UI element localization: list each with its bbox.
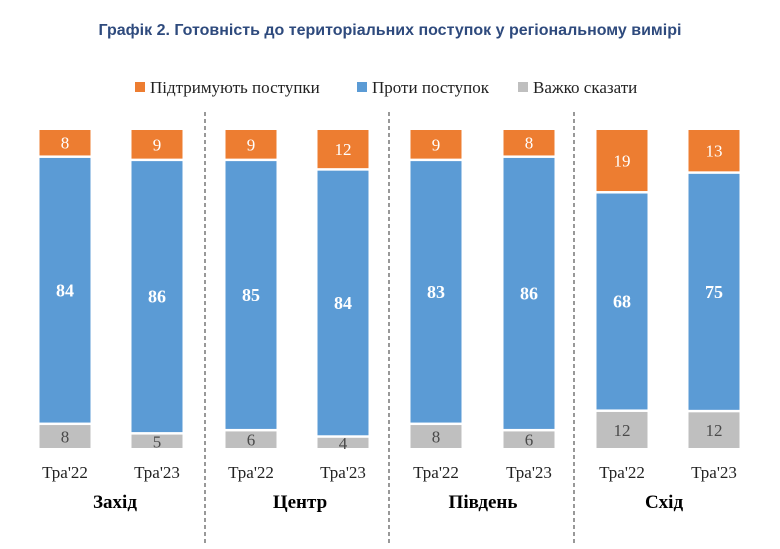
legend-label: Проти поступок: [372, 78, 490, 97]
data-label: 9: [247, 135, 256, 154]
bar-segment: [39, 425, 91, 448]
x-tick-label: Тра'23: [320, 463, 366, 482]
x-tick-label: Тра'22: [599, 463, 645, 482]
legend-swatch: [135, 82, 145, 92]
group-label: Південь: [449, 492, 518, 513]
bar-segment: [688, 173, 740, 410]
bar-segment: [596, 193, 648, 410]
x-tick-label: Тра'23: [691, 463, 737, 482]
bar-segment: [503, 130, 555, 156]
legend-swatch: [518, 82, 528, 92]
legend-item-1: Підтримують поступки: [135, 78, 320, 97]
bar-segment: [596, 411, 648, 448]
data-label: 4: [339, 434, 348, 453]
bar-segment: [225, 431, 277, 448]
bar-segment: [688, 412, 740, 448]
x-tick-label: Тра'23: [134, 463, 180, 482]
data-label: 12: [335, 140, 352, 159]
legend-label: Підтримують поступки: [150, 78, 320, 97]
bar-segment: [503, 431, 555, 448]
group-label: Захід: [93, 492, 137, 513]
x-tick-label: Тра'22: [228, 463, 274, 482]
bar-segment: [503, 157, 555, 429]
bar-segment: [688, 130, 740, 172]
data-label: 12: [614, 421, 631, 440]
legend-label: Важко сказати: [533, 78, 637, 97]
data-label: 84: [56, 280, 74, 300]
data-label: 8: [61, 428, 70, 447]
x-tick-label: Тра'23: [506, 463, 552, 482]
bar-segment: [317, 437, 369, 448]
data-label: 8: [61, 134, 70, 153]
data-label: 9: [153, 135, 162, 154]
data-label: 8: [432, 428, 441, 447]
data-label: 83: [427, 282, 445, 302]
legend-swatch: [357, 82, 367, 92]
bar-segment: [39, 130, 91, 156]
bar-segment: [225, 161, 277, 429]
data-label: 75: [705, 282, 723, 302]
bar-segment: [225, 130, 277, 159]
data-label: 5: [153, 432, 162, 451]
group-label: Центр: [273, 492, 327, 513]
bar-segment: [131, 434, 183, 448]
bar-segment: [410, 161, 462, 423]
x-tick-label: Тра'22: [42, 463, 88, 482]
data-label: 8: [525, 134, 534, 153]
x-tick-label: Тра'22: [413, 463, 459, 482]
data-label: 12: [706, 421, 723, 440]
bar-segment: [317, 130, 369, 169]
bar-segment: [410, 130, 462, 159]
data-label: 6: [247, 431, 256, 450]
bar-segment: [410, 425, 462, 448]
data-label: 19: [614, 152, 631, 171]
group-label: Схід: [645, 492, 684, 513]
data-label: 84: [334, 293, 352, 313]
bar-segment: [596, 130, 648, 192]
data-label: 13: [706, 142, 723, 161]
data-label: 68: [613, 291, 631, 311]
data-label: 86: [520, 283, 538, 303]
legend-item-2: Проти поступок: [357, 78, 490, 97]
chart-title: Графік 2. Готовність до територіальних п…: [98, 22, 682, 39]
bar-segment: [39, 157, 91, 423]
data-label: 86: [148, 287, 166, 307]
data-label: 6: [525, 431, 534, 450]
bar-segment: [317, 170, 369, 436]
bar-segment: [131, 130, 183, 159]
bar-segment: [131, 161, 183, 433]
data-label: 9: [432, 135, 441, 154]
data-label: 85: [242, 285, 260, 305]
legend-item-3: Важко сказати: [518, 78, 637, 97]
